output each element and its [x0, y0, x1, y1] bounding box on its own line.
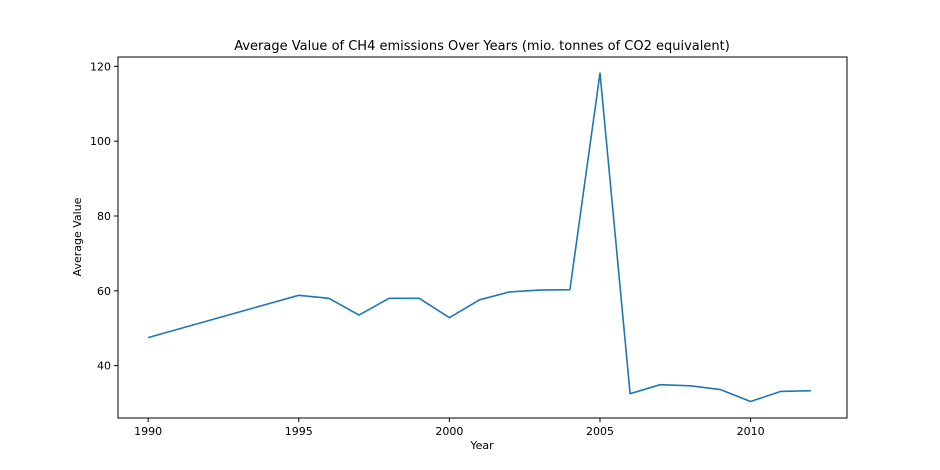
chart-title: Average Value of CH4 emissions Over Year… — [234, 39, 730, 54]
x-tick-label: 1990 — [134, 425, 162, 438]
series-line-0 — [147, 72, 811, 403]
y-tick-label: 100 — [90, 135, 111, 148]
plot-frame — [117, 56, 848, 419]
plot-area: 1990 1995 2000 2005 2010 40 60 80 100 120 — [90, 56, 848, 438]
y-tick-label: 80 — [97, 210, 111, 223]
x-tick-label: 1995 — [285, 425, 313, 438]
y-tick-label: 120 — [90, 60, 111, 73]
y-tick-label: 40 — [97, 360, 111, 373]
x-axis-label: Year — [469, 439, 494, 452]
y-tick-label: 60 — [97, 285, 111, 298]
y-axis-label: Average Value — [71, 197, 84, 276]
x-tick-label: 2005 — [586, 425, 614, 438]
x-tick-label: 2000 — [435, 425, 463, 438]
x-tick-label: 2010 — [737, 425, 765, 438]
